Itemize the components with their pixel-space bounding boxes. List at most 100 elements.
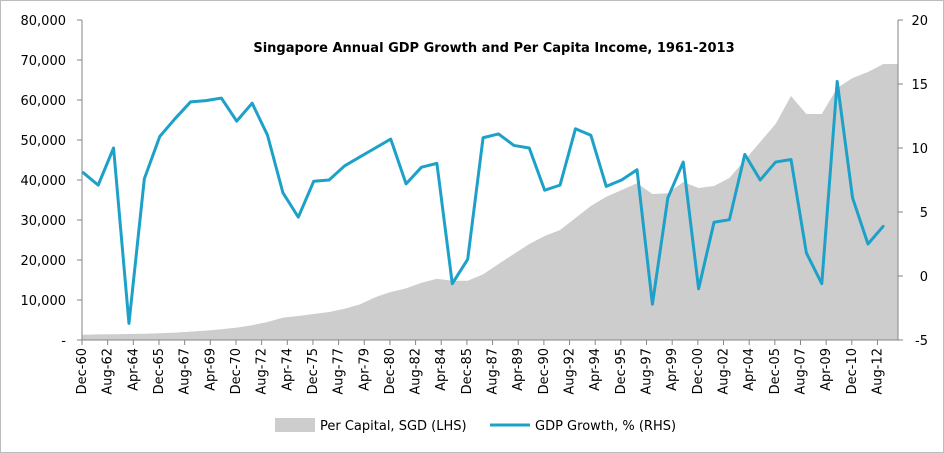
x-axis-tick-label: Aug-97 (640, 348, 655, 395)
gdp-growth-point (266, 134, 269, 137)
gdp-growth-point (96, 183, 100, 187)
gdp-growth-point (851, 196, 854, 200)
x-axis-tick-label: Dec-10 (845, 348, 860, 394)
gdp-growth-point (635, 168, 639, 171)
gdp-growth-point (343, 164, 346, 168)
x-axis-tick-label: Dec-80 (383, 348, 398, 394)
gdp-growth-point (297, 215, 300, 219)
left-axis-tick-label: 50,000 (21, 134, 67, 149)
x-axis-tick-label: Aug-77 (332, 348, 347, 395)
gdp-growth-point (805, 251, 808, 255)
gdp-growth-point (682, 160, 685, 164)
gdp-growth-point (574, 127, 577, 130)
x-axis-tick-label: Aug-62 (101, 348, 116, 395)
left-axis-tick-label: 40,000 (21, 174, 67, 189)
gdp-growth-point (481, 136, 485, 139)
x-axis-tick-label: Dec-00 (691, 348, 706, 394)
gdp-growth-point (204, 99, 208, 102)
gdp-growth-point (281, 191, 285, 194)
gdp-growth-point (866, 242, 870, 246)
gdp-growth-point (497, 132, 500, 136)
gdp-growth-point (435, 162, 439, 165)
legend: Per Capital, SGD (LHS) GDP Growth, % (RH… (275, 418, 676, 434)
gdp-growth-point (327, 178, 331, 182)
gdp-growth-point (173, 117, 177, 120)
right-axis-tick-label: 10 (911, 142, 928, 157)
x-axis-tick-label: Dec-65 (152, 348, 167, 394)
gdp-growth-point (835, 80, 839, 83)
gdp-growth-point (697, 287, 700, 290)
x-axis-tick-label: Dec-75 (306, 348, 321, 394)
gdp-growth-point (81, 171, 84, 174)
x-axis-tick-label: Apr-69 (203, 348, 218, 391)
gdp-growth-point (651, 302, 654, 306)
gdp-growth-point (312, 180, 315, 183)
gdp-growth-point (374, 146, 377, 150)
series-area-per-capita (82, 64, 898, 340)
gdp-growth-point (112, 146, 115, 150)
line-layer (81, 79, 885, 325)
x-axis-tick-label: Aug-02 (717, 348, 732, 395)
gdp-growth-point (882, 224, 885, 228)
gdp-growth-point (512, 144, 516, 147)
x-axis-tick-label: Apr-84 (434, 348, 449, 391)
left-axis-tick-label: 60,000 (21, 94, 67, 109)
left-axis-tick-label: 80,000 (21, 14, 67, 29)
left-axis-tick-label: - (61, 334, 66, 349)
gdp-growth-point (235, 119, 238, 123)
gdp-growth-point (605, 185, 608, 188)
x-axis-tick-label: Aug-12 (870, 348, 885, 395)
right-axis-tick-label: 0 (920, 270, 928, 285)
gdp-growth-point (728, 218, 731, 221)
gdp-growth-point (620, 178, 623, 182)
x-axis-tick-label: Dec-05 (768, 348, 783, 394)
x-axis-tick-label: Aug-72 (255, 348, 270, 395)
gdp-growth-point (820, 282, 823, 285)
gdp-growth-point (158, 135, 161, 138)
x-axis-tick-label: Dec-90 (537, 348, 552, 394)
x-axis-tick-label: Apr-89 (511, 348, 526, 391)
gdp-growth-point (220, 96, 223, 100)
x-axis-tick-label: Apr-94 (588, 348, 603, 391)
gdp-growth-point (589, 134, 593, 137)
gdp-growth-point (420, 166, 423, 169)
gdp-growth-point (558, 183, 562, 187)
x-axis-tick-label: Aug-87 (486, 348, 501, 395)
gdp-growth-point (789, 158, 793, 161)
x-axis-tick-label: Apr-79 (357, 348, 372, 391)
x-axis-tick-label: Aug-82 (409, 348, 424, 395)
gdp-growth-point (543, 189, 546, 192)
x-axis-tick-label: Apr-99 (665, 348, 680, 391)
gdp-growth-point (774, 160, 777, 164)
left-axis-tick-label: 70,000 (21, 54, 67, 69)
gdp-growth-point (389, 137, 392, 141)
gdp-growth-point (528, 146, 531, 150)
gdp-growth-point (189, 100, 192, 104)
legend-label-per-capita: Per Capital, SGD (LHS) (320, 419, 467, 434)
x-axis-tick-label: Apr-04 (742, 348, 757, 391)
right-axis-tick-label: 15 (911, 78, 928, 93)
axes-layer: - 10,000 20,000 30,000 40,000 50,000 60,000 70,… (21, 14, 929, 395)
x-axis-tick-label: Dec-95 (614, 348, 629, 394)
left-axis-tick-label: 10,000 (21, 294, 67, 309)
gdp-growth-point (666, 196, 670, 200)
right-axis-tick-label: 20 (911, 14, 928, 29)
x-axis-tick-label: Aug-92 (563, 348, 578, 395)
x-axis-tick-label: Apr-64 (126, 348, 141, 391)
x-axis-tick-label: Aug-67 (178, 348, 193, 395)
gdp-growth-point (250, 102, 254, 105)
legend-swatch-per-capita (275, 418, 315, 432)
gdp-growth-point (143, 177, 146, 180)
right-axis-tick-label: 5 (920, 206, 928, 221)
left-axis-tick-label: 30,000 (21, 214, 67, 229)
x-axis-tick-label: Apr-09 (819, 348, 834, 391)
legend-label-gdp-growth: GDP Growth, % (RHS) (535, 419, 676, 434)
gdp-growth-point (358, 155, 362, 159)
x-axis-tick-label: Dec-60 (75, 348, 90, 394)
gdp-growth-point (466, 258, 469, 261)
gdp-growth-point (451, 282, 454, 285)
x-axis-tick-label: Dec-85 (460, 348, 475, 394)
x-axis-tick-label: Apr-74 (280, 348, 295, 391)
area-layer (82, 64, 898, 340)
